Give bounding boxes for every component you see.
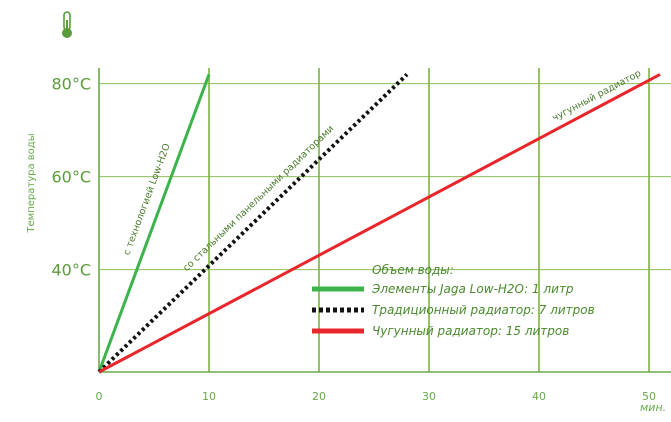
x-tick-label: 50 — [642, 390, 656, 403]
y-axis-title: Температура воды — [26, 133, 37, 233]
x-tick-label: 0 — [96, 390, 103, 403]
legend-title: Объем воды: — [372, 263, 454, 277]
x-tick-label: 40 — [532, 390, 546, 403]
x-axis-units: мин. — [640, 401, 666, 414]
series-line-3 — [98, 73, 661, 374]
tick-labels: 40°C 60°C 80°C 0 10 20 30 40 50 — [51, 75, 656, 403]
legend-label-1: Элементы Jaga Low-H2O: 1 литр — [371, 282, 574, 296]
x-tick-label: 10 — [202, 390, 216, 403]
x-tick-label: 30 — [422, 390, 436, 403]
y-tick-label: 60°C — [51, 168, 91, 187]
y-tick-label: 40°C — [51, 261, 91, 280]
y-tick-label: 80°C — [51, 75, 91, 94]
series-line-1 — [97, 73, 211, 373]
axes — [98, 68, 671, 373]
series-annotation-3: чугунный радиатор — [551, 68, 643, 124]
series — [97, 72, 661, 374]
legend-label-3: Чугунный радиатор: 15 литров — [372, 324, 569, 338]
thermometer-icon — [62, 11, 72, 38]
x-tick-label: 20 — [312, 390, 326, 403]
legend-label-2: Традиционный радиатор: 7 литров — [372, 303, 595, 317]
grid — [99, 68, 671, 372]
series-annotation-2: со стальными панельными радиаторами — [181, 123, 336, 273]
series-line-2 — [97, 72, 409, 374]
legend: Объем воды: Элементы Jaga Low-H2O: 1 лит… — [312, 263, 595, 338]
